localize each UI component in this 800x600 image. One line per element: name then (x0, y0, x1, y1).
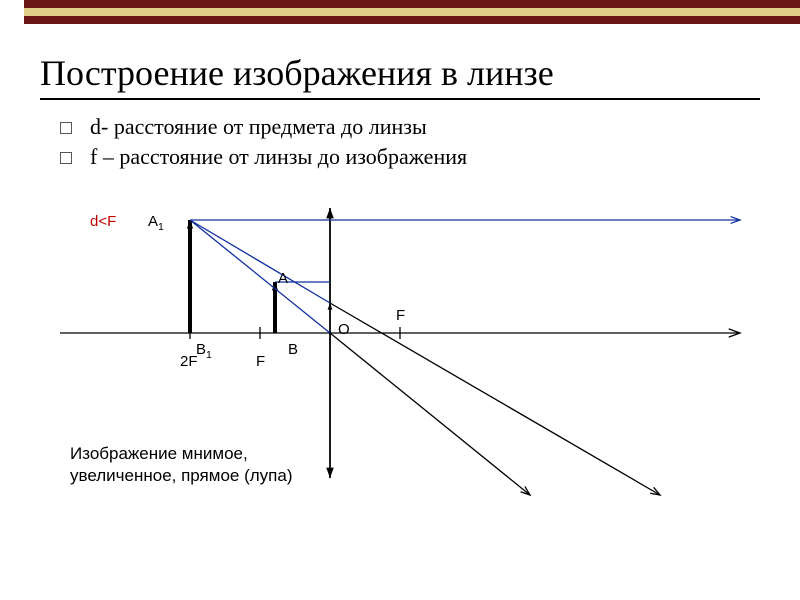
label-F-right: F (396, 307, 405, 324)
label-B: B (288, 341, 298, 358)
bar-stripe-3 (0, 16, 800, 24)
bullet-item: d- расстояние от предмета до линзы (60, 114, 760, 140)
header-bar (0, 0, 800, 24)
bullet-text: f – расстояние от линзы до изображения (90, 144, 467, 170)
caption-line2: увеличенное, прямое (лупа) (70, 466, 293, 485)
bar-stripe-1 (0, 0, 800, 8)
caption-line1: Изображение мнимое, (70, 444, 248, 463)
diagram-caption: Изображение мнимое, увеличенное, прямое … (70, 443, 293, 487)
label-A: A (278, 270, 288, 287)
checkbox-icon (60, 122, 72, 134)
label-2F: 2F (180, 353, 198, 370)
page-title: Построение изображения в линзе (40, 52, 760, 94)
label-A1: A1 (148, 213, 164, 233)
title-underline (40, 98, 760, 100)
checkbox-icon (60, 152, 72, 164)
label-d-less-F: d<F (90, 213, 116, 230)
bullet-list: d- расстояние от предмета до линзы f – р… (60, 114, 760, 170)
bar-stripe-2 (0, 8, 800, 16)
bullet-item: f – расстояние от линзы до изображения (60, 144, 760, 170)
lens-diagram: d<F A1 A B B1 O F F 2F Изображение мнимо… (40, 188, 760, 498)
label-B1: B1 (196, 341, 212, 361)
label-F-left: F (256, 353, 265, 370)
bar-corner-cut (0, 0, 24, 24)
label-O: O (338, 321, 350, 338)
bullet-text: d- расстояние от предмета до линзы (90, 114, 427, 140)
